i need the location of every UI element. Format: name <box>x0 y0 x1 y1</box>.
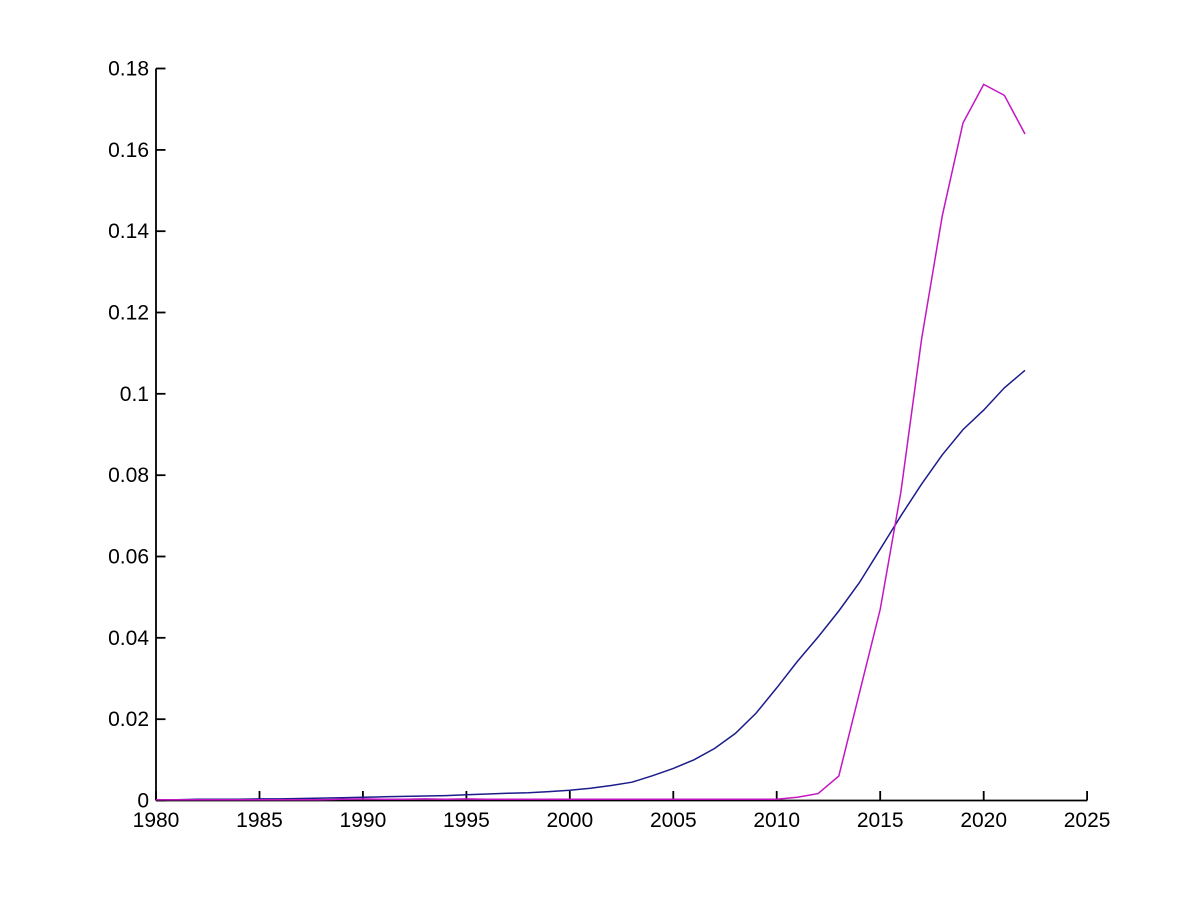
svg-text:2020: 2020 <box>960 809 1007 832</box>
svg-text:0.16: 0.16 <box>108 139 149 162</box>
svg-text:0.02: 0.02 <box>108 708 149 731</box>
svg-text:2010: 2010 <box>753 809 800 832</box>
svg-text:2005: 2005 <box>650 809 697 832</box>
svg-text:2000: 2000 <box>546 809 593 832</box>
svg-text:1995: 1995 <box>443 809 490 832</box>
svg-text:1980: 1980 <box>133 809 180 832</box>
svg-text:0.04: 0.04 <box>108 627 149 650</box>
svg-text:0.14: 0.14 <box>108 220 149 243</box>
svg-text:1985: 1985 <box>236 809 283 832</box>
svg-text:0.12: 0.12 <box>108 302 149 325</box>
svg-text:2025: 2025 <box>1064 809 1111 832</box>
svg-text:0: 0 <box>137 790 149 813</box>
svg-text:0.08: 0.08 <box>108 464 149 487</box>
svg-text:1990: 1990 <box>340 809 387 832</box>
svg-text:0.06: 0.06 <box>108 546 149 569</box>
svg-text:0.18: 0.18 <box>108 58 149 81</box>
svg-text:0.1: 0.1 <box>120 383 149 406</box>
svg-text:2015: 2015 <box>857 809 904 832</box>
